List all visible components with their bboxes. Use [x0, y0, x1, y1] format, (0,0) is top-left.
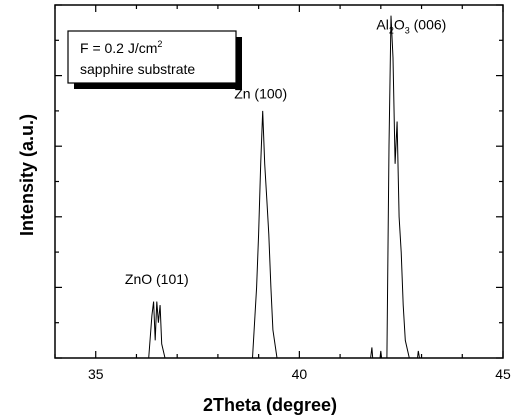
- axis-ticks: [54, 4, 504, 359]
- peak-label: ZnO (101): [125, 271, 189, 287]
- peak-annotations: ZnO (101) Zn (100) Al2O3 (006): [125, 17, 446, 287]
- legend-line-1: F = 0.2 J/cm2: [80, 39, 162, 56]
- legend-box: F = 0.2 J/cm2 sapphire substrate: [67, 30, 242, 89]
- peak-label: Al2O3 (006): [376, 17, 446, 36]
- x-tick-label: 45: [495, 366, 511, 382]
- series-line-xrd-pattern: [55, 15, 503, 359]
- x-tick-label: 35: [88, 366, 104, 382]
- x-tick-labels: 35 40 45: [88, 366, 511, 382]
- legend-line-2: sapphire substrate: [80, 61, 195, 77]
- legend-frame: [67, 30, 237, 84]
- x-tick-label: 40: [292, 366, 308, 382]
- x-axis-label: 2Theta (degree): [203, 395, 337, 415]
- peak-label: Zn (100): [234, 86, 287, 102]
- y-axis-label: Intensity (a.u.): [17, 114, 37, 236]
